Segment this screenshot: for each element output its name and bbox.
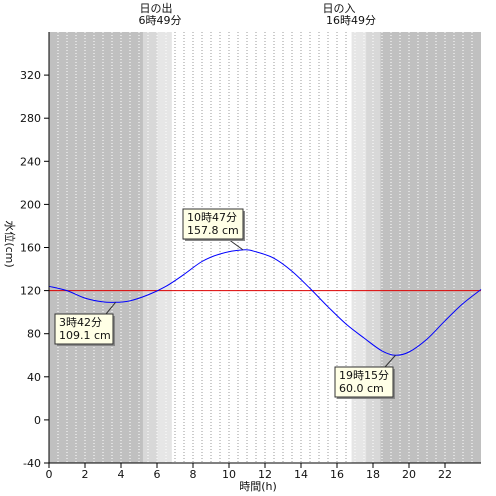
y-tick-label: 240: [20, 155, 41, 168]
x-tick-label: 20: [402, 468, 416, 481]
y-tick-label: 0: [34, 414, 41, 427]
sunrise-time: 6時49分: [139, 14, 182, 27]
annotation-value: 60.0 cm: [339, 382, 384, 395]
annotation-pointer: [384, 354, 396, 368]
annotation-time: 3時42分: [59, 316, 102, 329]
daylight-bands: [49, 32, 481, 463]
x-tick-label: 12: [258, 468, 272, 481]
x-tick-label: 6: [154, 468, 161, 481]
y-tick-label: 280: [20, 112, 41, 125]
annotation-time: 10時47分: [187, 211, 237, 224]
x-tick-label: 14: [294, 468, 308, 481]
annotation-box: [54, 313, 114, 345]
x-tick-label: 4: [118, 468, 125, 481]
sunrise-title: 日の出: [140, 1, 173, 15]
x-tick-label: 22: [438, 468, 452, 481]
tide-series-line: [48, 249, 482, 356]
x-tick-label: 18: [366, 468, 380, 481]
annotation-box: [334, 366, 394, 398]
x-tick-label: 2: [82, 468, 89, 481]
sunset-time: 16時49分: [326, 14, 376, 27]
annotation-value: 109.1 cm: [59, 329, 111, 342]
y-tick-label: -40: [23, 457, 41, 470]
annotation-box: [182, 208, 244, 240]
y-tick-label: 120: [20, 285, 41, 298]
y-axis-title: 水位(cm): [3, 220, 17, 267]
annotation-pointer: [105, 302, 116, 315]
y-tick-label: 200: [20, 198, 41, 211]
x-tick-label: 8: [190, 468, 197, 481]
x-tick-label: 0: [46, 468, 53, 481]
dawn-twilight-inner-band: [157, 32, 172, 463]
daylight-band: [171, 32, 352, 463]
y-tick-label: 320: [20, 69, 41, 82]
y-tick-label: 80: [27, 328, 41, 341]
y-tick-label: 160: [20, 242, 41, 255]
y-tick-label: 40: [27, 371, 41, 384]
series-group: [48, 249, 482, 356]
x-tick-label: 16: [330, 468, 344, 481]
dusk-twilight-inner-band: [351, 32, 367, 463]
annotation-value: 157.8 cm: [187, 224, 239, 237]
sunset-title: 日の入: [323, 2, 356, 15]
annotation-time: 19時15分: [339, 369, 389, 382]
axes-group: -40 0 40 80 120 160 200 240 280 320 0 2 4 6 8 10 12 14 16 1…: [20, 32, 481, 481]
x-axis-title: 時間(h): [239, 480, 277, 493]
x-tick-label: 10: [222, 468, 236, 481]
